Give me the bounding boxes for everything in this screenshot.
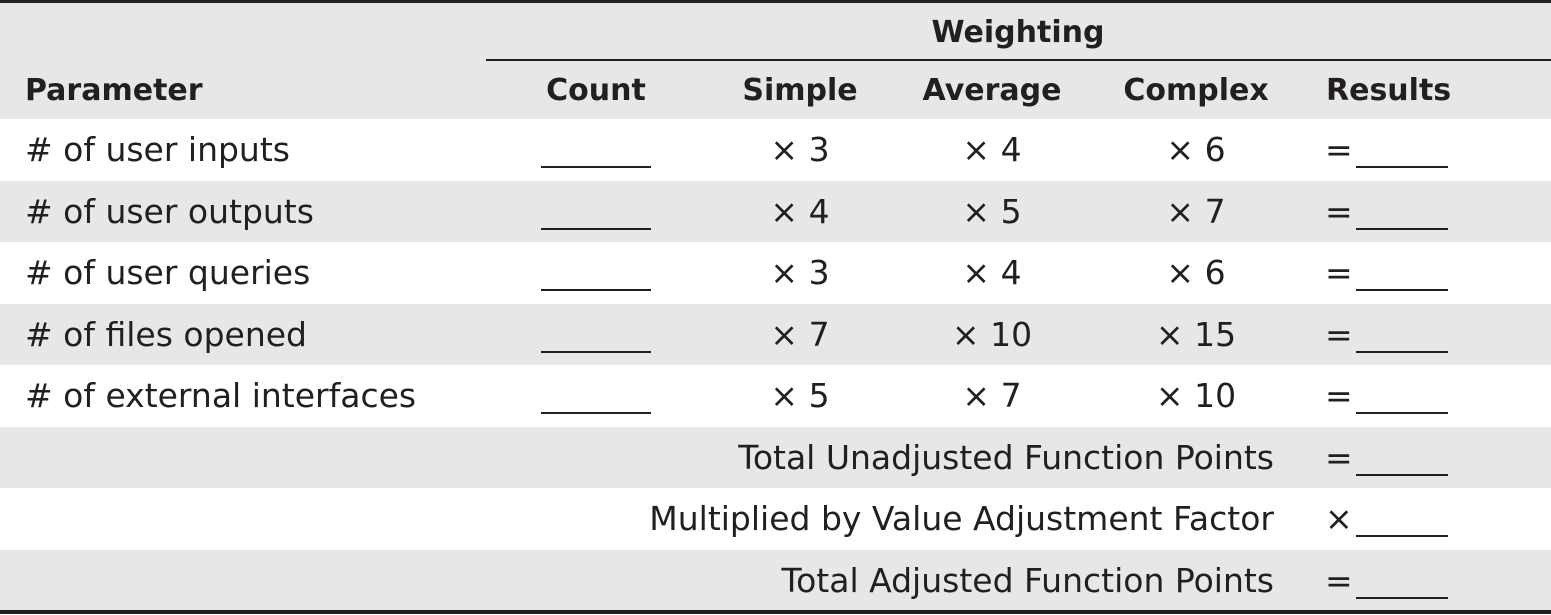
total-blank[interactable] (1356, 473, 1448, 476)
count-blank[interactable] (541, 166, 651, 168)
count-blank[interactable] (541, 412, 651, 414)
total-blank[interactable] (1356, 535, 1448, 537)
simple-weight: × 7 (770, 314, 830, 354)
count-blank[interactable] (541, 227, 651, 230)
total-label: Total Adjusted Function Points (781, 560, 1274, 600)
result-blank[interactable] (1356, 227, 1448, 230)
header-average: Average (922, 73, 1062, 108)
table-row: # of files opened × 7 × 10 × 15 = (0, 303, 1551, 365)
result-operator: = (1325, 253, 1353, 292)
average-weight: × 4 (962, 253, 1022, 292)
table-row: # of user queries × 3 × 4 × 6 = (0, 242, 1551, 304)
table-bottom-rule (0, 610, 1551, 614)
result-operator: = (1325, 376, 1353, 415)
header-weighting: Weighting (931, 15, 1105, 50)
result-blank[interactable] (1356, 412, 1448, 414)
average-weight: × 10 (951, 314, 1033, 354)
header-complex: Complex (1123, 73, 1269, 108)
table-row: # of external interfaces × 5 × 7 × 10 = (0, 365, 1551, 427)
result-operator: = (1325, 314, 1353, 354)
total-row: Multiplied by Value Adjustment Factor × (0, 488, 1551, 550)
simple-weight: × 3 (770, 253, 830, 292)
parameter-label: # of files opened (25, 314, 307, 354)
average-weight: × 4 (962, 130, 1022, 169)
complex-weight: × 6 (1166, 253, 1226, 292)
complex-weight: × 15 (1155, 314, 1237, 354)
header-parameter: Parameter (25, 73, 203, 108)
count-blank[interactable] (541, 350, 651, 353)
header-results: Results (1326, 73, 1452, 108)
result-blank[interactable] (1356, 350, 1448, 353)
result-operator: = (1325, 191, 1353, 231)
simple-weight: × 5 (770, 376, 830, 415)
total-operator: × (1325, 499, 1353, 538)
result-operator: = (1325, 130, 1353, 169)
average-weight: × 7 (962, 376, 1022, 415)
total-operator: = (1325, 437, 1353, 477)
header-count: Count (546, 73, 646, 108)
count-blank[interactable] (541, 289, 651, 291)
average-weight: × 5 (962, 191, 1022, 231)
result-blank[interactable] (1356, 289, 1448, 291)
total-blank[interactable] (1356, 596, 1448, 599)
simple-weight: × 3 (770, 130, 830, 169)
parameter-label: # of user outputs (25, 191, 314, 231)
result-blank[interactable] (1356, 166, 1448, 168)
table-row: # of user outputs × 4 × 5 × 7 = (0, 180, 1551, 242)
weighting-group-rule (486, 59, 1551, 61)
table-header (0, 3, 1551, 119)
table-row: # of user inputs × 3 × 4 × 6 = (0, 119, 1551, 181)
complex-weight: × 7 (1166, 191, 1226, 231)
complex-weight: × 10 (1155, 376, 1237, 415)
parameter-label: # of user queries (25, 253, 311, 292)
complex-weight: × 6 (1166, 130, 1226, 169)
total-operator: = (1325, 560, 1353, 600)
total-row: Total Unadjusted Function Points = (0, 426, 1551, 488)
parameter-label: # of external interfaces (25, 376, 417, 415)
total-label: Multiplied by Value Adjustment Factor (649, 499, 1274, 538)
parameter-label: # of user inputs (25, 130, 290, 169)
simple-weight: × 4 (770, 191, 830, 231)
total-row: Total Adjusted Function Points = (0, 549, 1551, 611)
total-label: Total Unadjusted Function Points (738, 437, 1274, 477)
header-simple: Simple (742, 73, 858, 108)
table-top-rule (0, 0, 1551, 3)
